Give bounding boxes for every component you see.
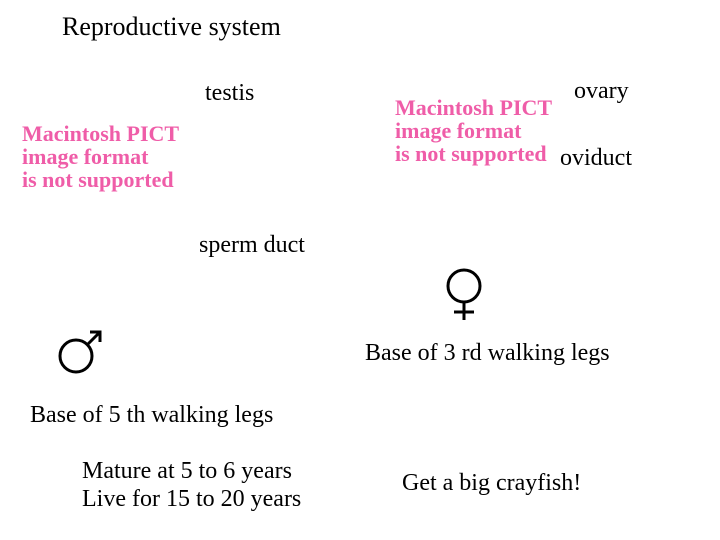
male-symbol-icon (54, 328, 110, 378)
pict-placeholder-left: Macintosh PICT image format is not suppo… (22, 122, 179, 191)
label-ovary: ovary (574, 78, 629, 105)
pict-line-3: is not supported (395, 142, 552, 165)
label-oviduct: oviduct (560, 145, 632, 172)
label-testis: testis (205, 80, 254, 107)
female-symbol-icon (434, 266, 494, 328)
pict-placeholder-right: Macintosh PICT image format is not suppo… (395, 96, 552, 165)
slide: Reproductive system testis ovary oviduct… (0, 0, 720, 540)
label-live: Live for 15 to 20 years (82, 486, 301, 513)
label-base-5th: Base of 5 th walking legs (30, 402, 273, 429)
pict-line-1: Macintosh PICT (22, 122, 179, 145)
label-mature: Mature at 5 to 6 years (82, 458, 292, 485)
pict-line-1: Macintosh PICT (395, 96, 552, 119)
pict-line-2: image format (22, 145, 179, 168)
label-crayfish: Get a big crayfish! (402, 470, 581, 497)
label-base-3rd: Base of 3 rd walking legs (365, 340, 610, 367)
title: Reproductive system (62, 12, 281, 42)
label-sperm-duct: sperm duct (199, 232, 305, 259)
pict-line-3: is not supported (22, 168, 179, 191)
pict-line-2: image format (395, 119, 552, 142)
